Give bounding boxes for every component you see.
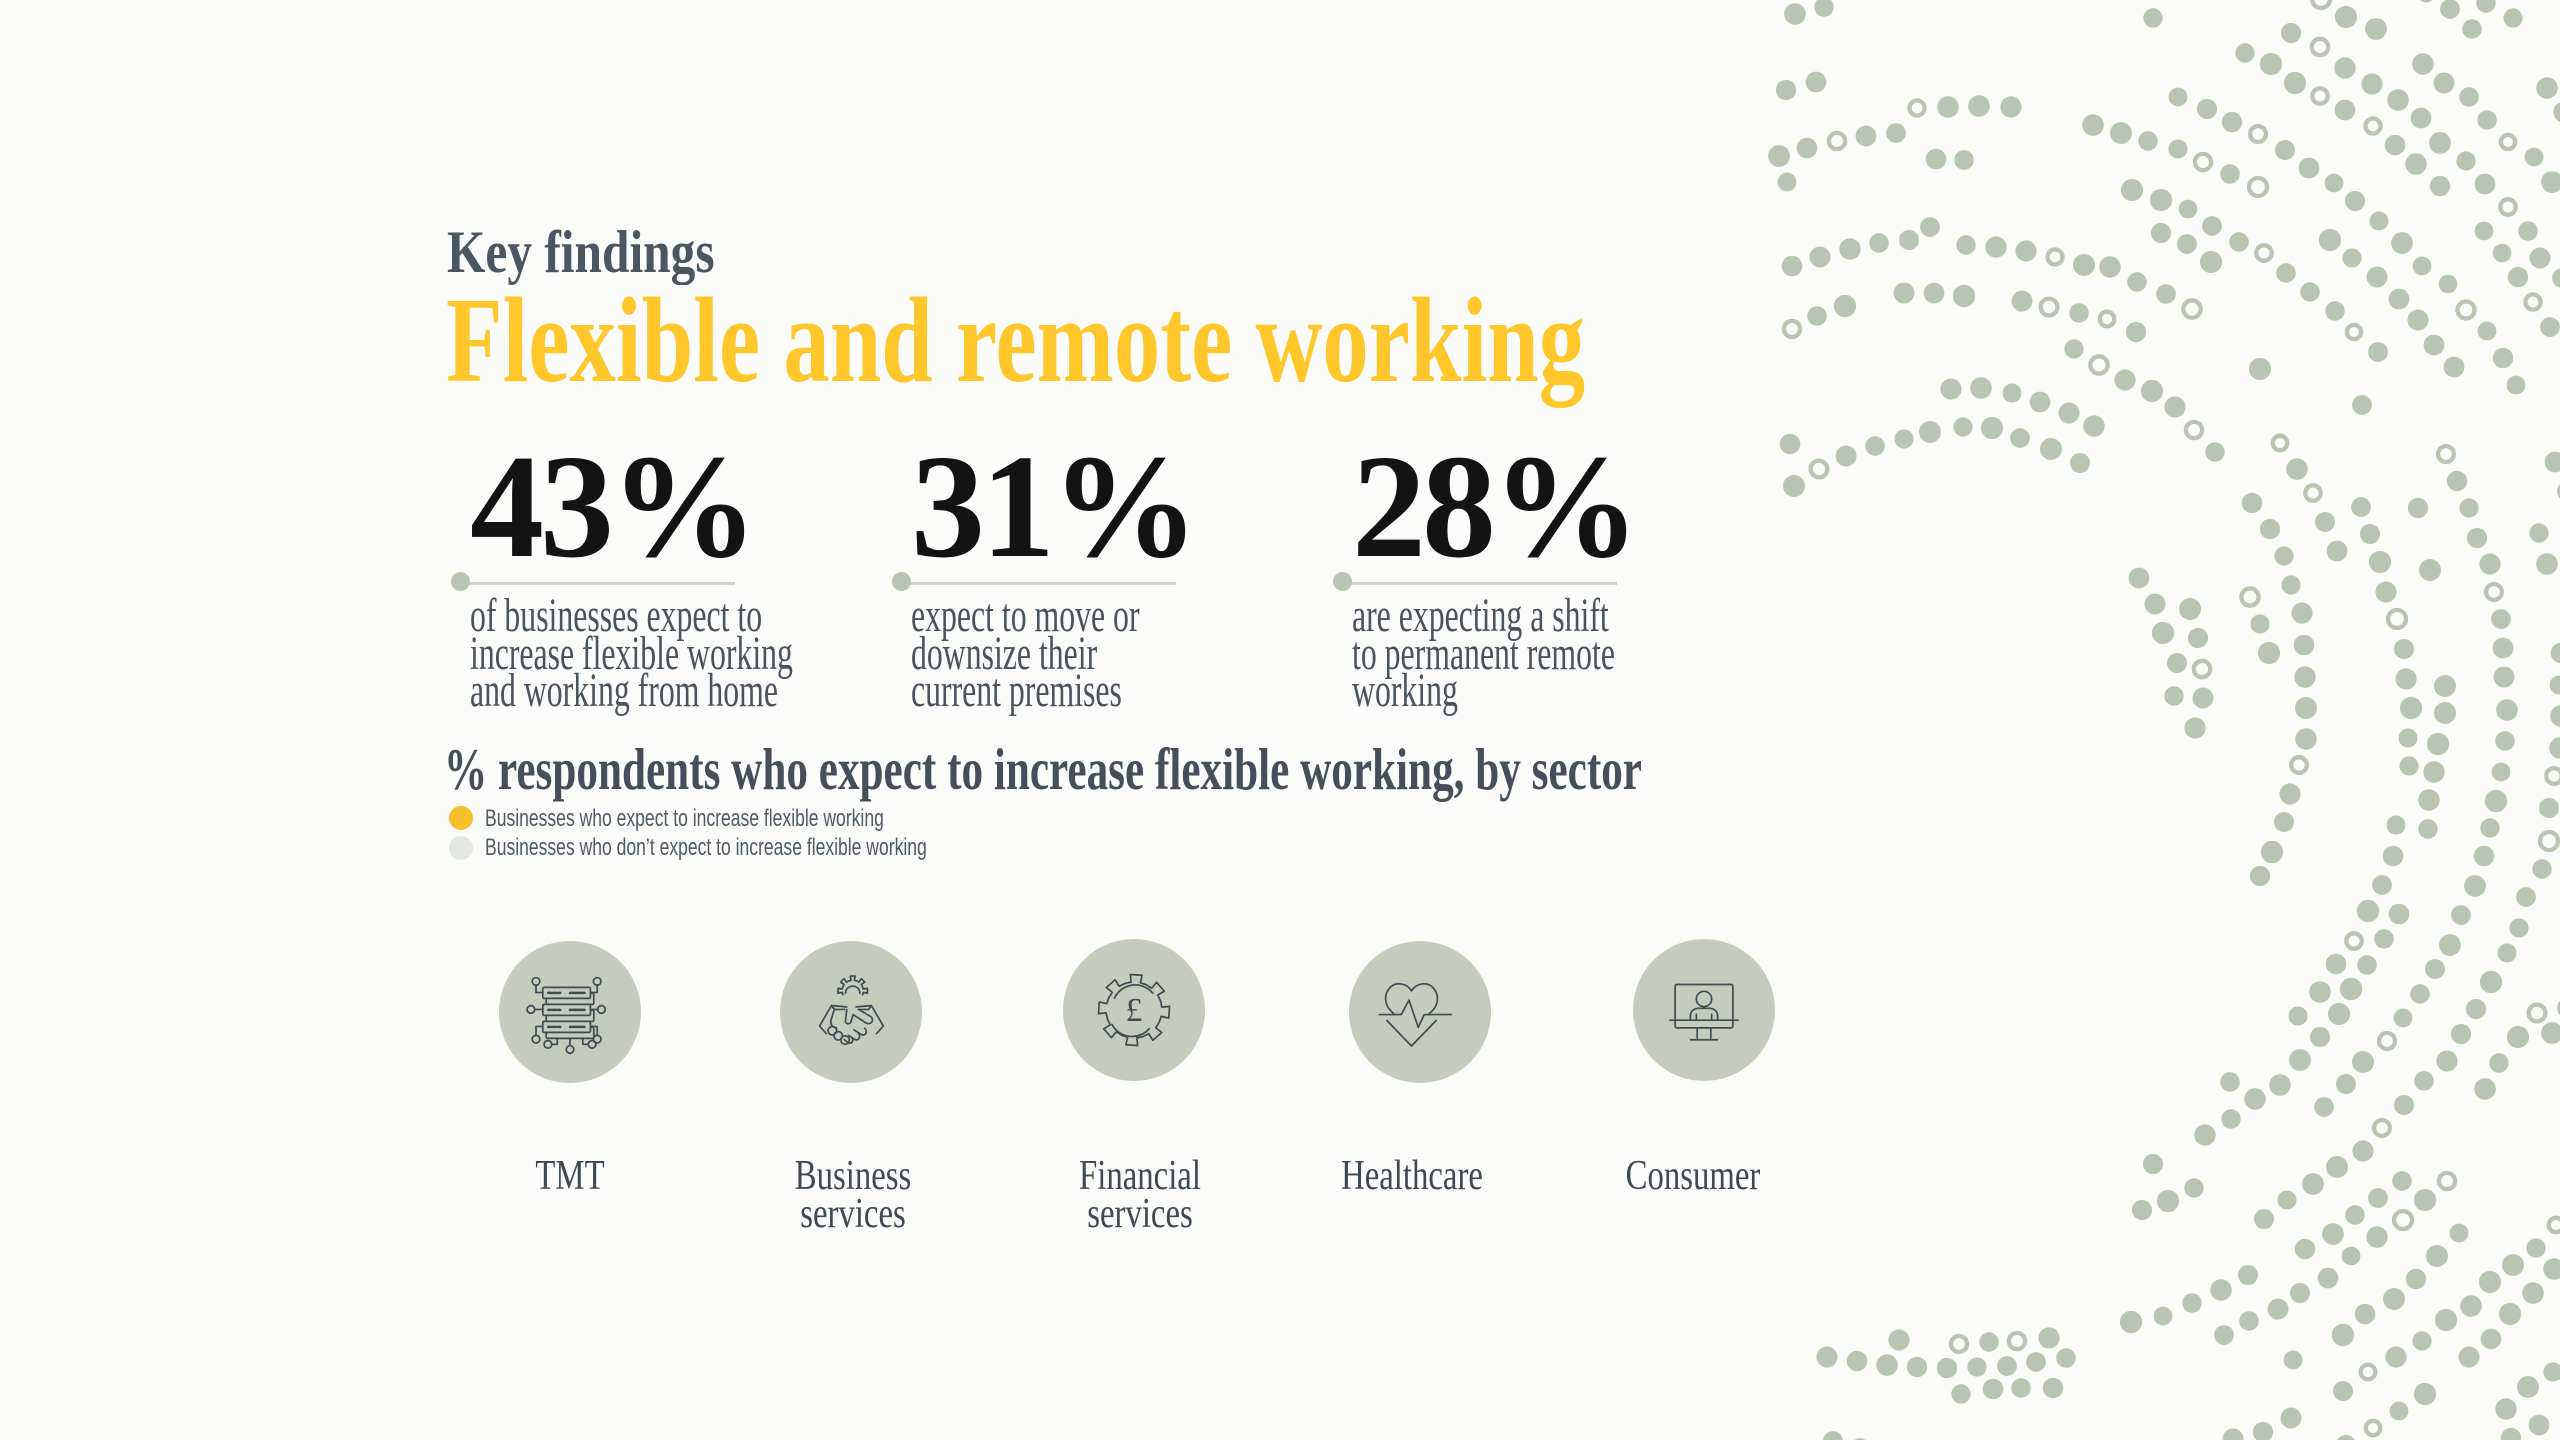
svg-text:£: £ bbox=[1126, 992, 1143, 1029]
